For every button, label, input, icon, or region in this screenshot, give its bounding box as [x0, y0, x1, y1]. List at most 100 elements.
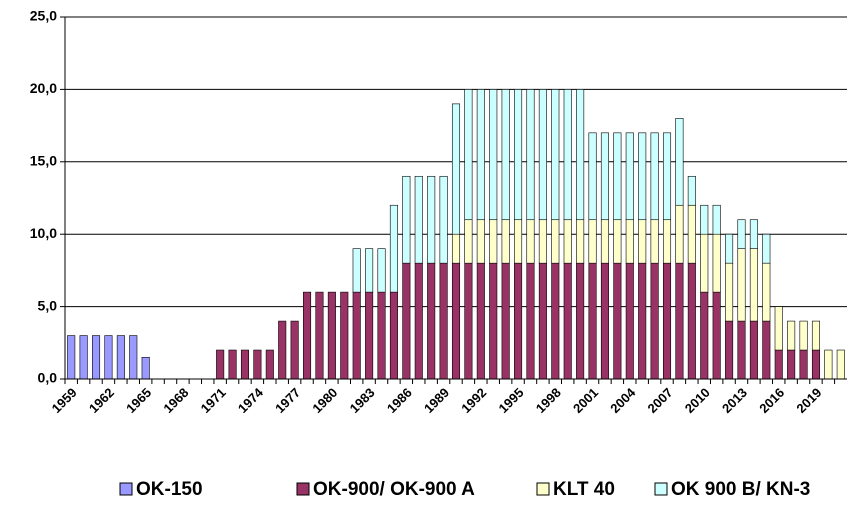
bar-segment: [104, 335, 113, 380]
bar-segment: [476, 262, 485, 380]
bar-segment: [650, 132, 659, 221]
x-tick-label: 2013: [719, 385, 750, 416]
bar-segment: [402, 175, 411, 264]
bar-segment: [749, 219, 758, 249]
bar-segment: [749, 248, 758, 322]
bar-segment: [613, 262, 622, 380]
bar-segment: [737, 320, 746, 380]
x-tick-label: 1965: [123, 385, 154, 416]
bar-segment: [501, 89, 510, 221]
bar-segment: [625, 262, 634, 380]
x-tick-label: 1968: [160, 385, 191, 416]
bar-segment: [476, 219, 485, 264]
bar-segment: [787, 349, 796, 380]
bar-segment: [737, 219, 746, 249]
bar-segment: [514, 219, 523, 264]
x-tick-label: 1971: [198, 385, 229, 416]
bar-segment: [811, 320, 820, 351]
bar-segment: [451, 103, 461, 235]
bar-segment: [92, 335, 101, 380]
bar-segment: [141, 356, 150, 380]
bar-segment: [774, 306, 783, 351]
x-tick-label: 2016: [756, 385, 787, 416]
bar-segment: [787, 320, 796, 351]
legend-label: OK-900/ OK-900 A: [313, 479, 475, 500]
bar-segment: [476, 89, 485, 221]
bar-segment: [67, 335, 76, 380]
x-tick-label: 1977: [272, 385, 303, 416]
bar-segment: [675, 262, 684, 380]
legend-label: OK 900 B/ KN-3: [671, 479, 810, 500]
x-tick-label: 1992: [458, 385, 489, 416]
y-tick-label: 10,0: [30, 225, 57, 241]
legend-swatch: [536, 482, 550, 496]
bar-segment: [712, 291, 721, 380]
bar-segment: [427, 175, 436, 264]
bar-segment: [576, 262, 585, 380]
bar-segment: [737, 248, 746, 322]
bar-segment: [650, 262, 659, 380]
bar-segment: [389, 204, 398, 293]
bar-segment: [278, 320, 287, 380]
bar-segment: [414, 262, 423, 380]
bar-segment: [687, 204, 696, 264]
bar-segment: [365, 248, 374, 293]
bar-segment: [377, 291, 386, 380]
bar-segment: [749, 320, 758, 380]
bar-segment: [650, 219, 659, 264]
bar-segment: [327, 291, 336, 380]
legend-swatch: [296, 482, 310, 496]
bar-segment: [563, 262, 572, 380]
bar-segment: [538, 89, 547, 221]
bar-segment: [253, 349, 262, 380]
bar-segment: [526, 89, 535, 221]
bar-segment: [551, 219, 560, 264]
bar-segment: [576, 219, 585, 264]
bar-segment: [389, 291, 398, 380]
bar-segment: [799, 320, 808, 351]
bar-segment: [352, 248, 361, 293]
bar-segment: [625, 219, 634, 264]
bar-segment: [700, 204, 709, 235]
bar-segment: [402, 262, 411, 380]
bar-segment: [340, 291, 349, 380]
bar-segment: [501, 219, 510, 264]
bar-segment: [613, 132, 622, 221]
bar-segment: [638, 219, 647, 264]
bar-segment: [240, 349, 250, 380]
bar-segment: [638, 262, 647, 380]
bar-segment: [538, 219, 547, 264]
legend-swatch: [654, 482, 668, 496]
bar-segment: [377, 248, 386, 293]
x-tick-label: 1962: [86, 385, 117, 416]
bar-segment: [687, 262, 696, 380]
bar-segment: [290, 320, 299, 380]
bar-segment: [464, 89, 473, 221]
x-tick-label: 2004: [607, 384, 639, 416]
bar-segment: [588, 262, 597, 380]
bar-segment: [551, 262, 560, 380]
bar-segment: [725, 233, 734, 264]
x-tick-label: 1986: [384, 385, 415, 416]
y-tick-label: 5,0: [38, 297, 58, 313]
x-tick-label: 1983: [347, 385, 378, 416]
bar-segment: [501, 262, 510, 380]
bar-segment: [712, 233, 721, 293]
legend-swatch: [119, 482, 133, 496]
bar-segment: [563, 219, 572, 264]
x-tick-label: 1974: [235, 384, 267, 416]
bar-segment: [576, 89, 585, 221]
x-tick-label: 2007: [645, 385, 676, 416]
bar-segment: [439, 175, 448, 264]
bar-segment: [600, 219, 609, 264]
legend-label: OK-150: [136, 479, 203, 500]
bar-segment: [116, 335, 125, 380]
bar-segment: [514, 262, 523, 380]
bar-segment: [712, 204, 721, 235]
bar-segment: [439, 262, 448, 380]
bar-segment: [700, 291, 709, 380]
bar-segment: [700, 233, 709, 293]
y-tick-label: 20,0: [30, 80, 57, 96]
bar-segment: [303, 291, 312, 380]
bar-segment: [129, 335, 138, 380]
